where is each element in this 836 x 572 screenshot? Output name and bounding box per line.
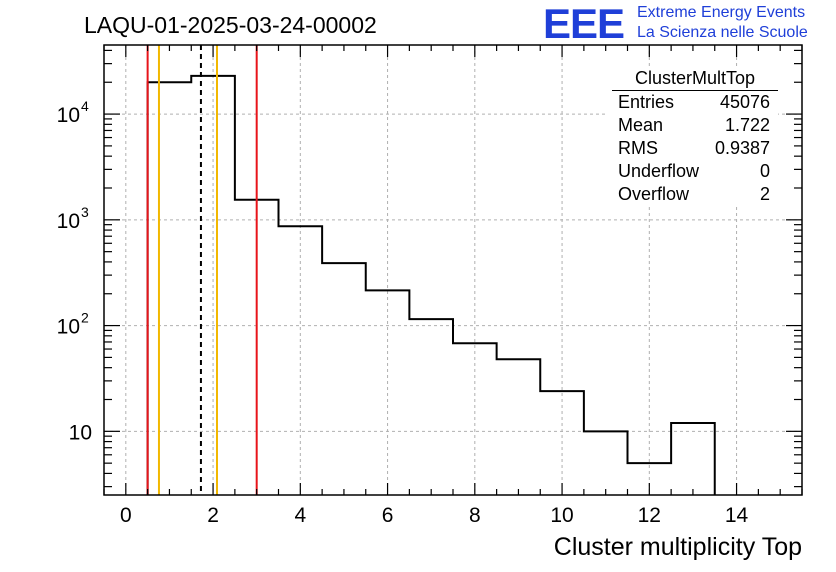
stats-title: ClusterMultTop — [612, 68, 778, 91]
stats-row-mean: Mean 1.722 — [608, 114, 778, 137]
histogram-bin — [497, 359, 541, 495]
y-tick-label: 10 — [57, 210, 80, 233]
stats-label: Entries — [618, 92, 675, 112]
stats-value: 2 — [759, 184, 770, 204]
x-tick-label: 6 — [382, 504, 394, 527]
x-axis-label: Cluster multiplicity Top — [553, 533, 802, 561]
histogram-outline — [146, 74, 716, 495]
y-tick-label: 10 — [57, 316, 80, 339]
stats-label: Mean — [618, 115, 664, 135]
logo-subtitle-1: Extreme Energy Events — [637, 4, 806, 21]
y-tick-label: 10 — [57, 104, 80, 127]
y-tick-exponent: 3 — [81, 204, 89, 220]
histogram-bin — [322, 263, 366, 495]
y-tick-exponent: 4 — [81, 98, 89, 114]
x-tick-label: 10 — [550, 504, 573, 527]
histogram-bin — [671, 423, 715, 495]
eee-logo: EEE — [543, 0, 625, 47]
histogram-bin — [409, 319, 453, 495]
y-tick-exponent: 2 — [81, 310, 89, 326]
stats-value: 0 — [759, 161, 770, 181]
x-tick-label: 12 — [638, 504, 661, 527]
histogram-bin — [191, 76, 235, 495]
x-tick-label: 2 — [207, 504, 219, 527]
histogram-bin — [148, 82, 192, 495]
stats-value: 0.9387 — [714, 138, 770, 158]
histogram-bin — [540, 391, 584, 495]
histogram-bin — [366, 290, 410, 495]
x-tick-label: 4 — [294, 504, 306, 527]
histogram-bin — [584, 431, 628, 495]
stats-box: ClusterMultTop Entries 45076 Mean 1.722 … — [608, 68, 778, 206]
run-title: LAQU-01-2025-03-24-00002 — [84, 12, 377, 38]
stats-value: 45076 — [719, 92, 770, 112]
stats-label: RMS — [618, 138, 658, 158]
stats-row-underflow: Underflow 0 — [608, 160, 778, 183]
stats-label: Underflow — [618, 161, 700, 181]
stats-row-rms: RMS 0.9387 — [608, 137, 778, 160]
x-tick-label: 8 — [469, 504, 481, 527]
stats-label: Overflow — [618, 184, 690, 204]
x-tick-label: 14 — [725, 504, 749, 527]
logo-subtitle-2: La Scienza nelle Scuole — [637, 24, 808, 41]
histogram-bin — [453, 343, 497, 495]
x-tick-label: 0 — [120, 504, 132, 527]
y-tick-label: 10 — [69, 421, 92, 444]
histogram-bin — [279, 226, 323, 495]
stats-row-entries: Entries 45076 — [608, 91, 778, 114]
stats-value: 1.722 — [724, 115, 770, 135]
stats-row-overflow: Overflow 2 — [608, 183, 778, 206]
